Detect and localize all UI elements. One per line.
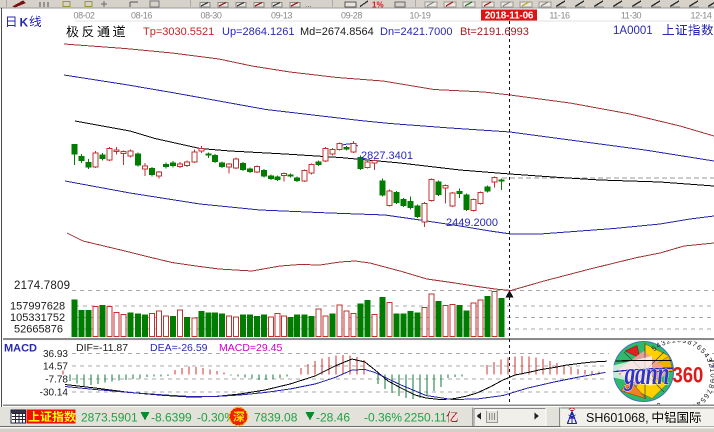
svg-text:11-16: 11-16 xyxy=(549,11,570,21)
svg-text:7: 7 xyxy=(691,339,699,349)
svg-text:8: 8 xyxy=(706,383,714,390)
svg-text:DEA=-26.59: DEA=-26.59 xyxy=(150,342,208,354)
svg-text:1: 1 xyxy=(671,335,676,344)
svg-text:2: 2 xyxy=(665,336,671,346)
svg-text:-0.30%: -0.30% xyxy=(197,411,235,425)
svg-text:-28.46: -28.46 xyxy=(316,411,350,425)
svg-text:5: 5 xyxy=(649,344,658,353)
svg-text:...: ... xyxy=(305,0,312,9)
svg-text:105331752: 105331752 xyxy=(10,312,65,324)
svg-text:1A0001: 1A0001 xyxy=(613,25,653,37)
svg-text:-7.78: -7.78 xyxy=(45,375,68,386)
svg-text:6: 6 xyxy=(702,392,712,400)
svg-text:52665876: 52665876 xyxy=(14,324,63,336)
svg-text:08-30: 08-30 xyxy=(200,11,221,21)
svg-text:6: 6 xyxy=(654,401,662,411)
svg-text:1%: 1% xyxy=(372,1,384,10)
svg-text:0: 0 xyxy=(677,335,681,344)
svg-text:MACD=29.45: MACD=29.45 xyxy=(219,342,282,354)
svg-text:8: 8 xyxy=(686,337,693,347)
svg-text:2827.3401: 2827.3401 xyxy=(361,150,413,162)
svg-text:-30.14: -30.14 xyxy=(40,388,69,399)
svg-text:14.57: 14.57 xyxy=(43,362,68,373)
svg-text:7839.08: 7839.08 xyxy=(254,411,298,425)
svg-text:Dn=2421.7000: Dn=2421.7000 xyxy=(380,26,452,38)
svg-text:2250.11: 2250.11 xyxy=(404,411,447,425)
svg-text:MACD: MACD xyxy=(4,343,37,355)
svg-text:08-02: 08-02 xyxy=(73,11,94,21)
svg-text:08-16: 08-16 xyxy=(131,11,152,21)
svg-text:2018-11-06: 2018-11-06 xyxy=(485,11,534,22)
svg-text:4: 4 xyxy=(695,399,704,409)
svg-text:10-19: 10-19 xyxy=(409,11,430,21)
svg-text:11-30: 11-30 xyxy=(621,11,642,21)
svg-text:DIF=-11.87: DIF=-11.87 xyxy=(76,342,128,354)
svg-text:-8.6399: -8.6399 xyxy=(151,411,192,425)
svg-text:9: 9 xyxy=(708,378,714,383)
svg-text:2: 2 xyxy=(707,362,714,368)
svg-text:0: 0 xyxy=(709,374,714,378)
svg-text:Up=2864.1261: Up=2864.1261 xyxy=(222,26,294,38)
svg-text:5: 5 xyxy=(699,346,708,355)
svg-text:9: 9 xyxy=(682,336,688,346)
svg-text:09-13: 09-13 xyxy=(271,11,292,21)
svg-text:09-28: 09-28 xyxy=(341,11,362,21)
svg-text:-0.36%: -0.36% xyxy=(364,411,402,425)
svg-text:2449.2000: 2449.2000 xyxy=(446,217,498,229)
svg-text:4: 4 xyxy=(702,351,712,359)
svg-text:36.93: 36.93 xyxy=(43,349,68,360)
svg-text:1: 1 xyxy=(708,368,714,373)
svg-text:Tp=3030.5521: Tp=3030.5521 xyxy=(143,26,214,38)
svg-text:3: 3 xyxy=(660,338,667,348)
svg-text:3: 3 xyxy=(690,402,698,412)
svg-text:5: 5 xyxy=(698,396,707,405)
svg-text:4: 4 xyxy=(654,340,662,350)
svg-text:gann: gann xyxy=(624,356,669,391)
svg-text:2873.5901: 2873.5901 xyxy=(81,411,138,425)
svg-text:SH601068,: SH601068, xyxy=(586,411,649,425)
svg-text:12-14: 12-14 xyxy=(690,11,711,21)
svg-text:K: K xyxy=(20,16,29,30)
svg-text:7: 7 xyxy=(704,388,714,396)
svg-text:2174.7809: 2174.7809 xyxy=(14,280,70,292)
svg-text:157997628: 157997628 xyxy=(10,301,65,313)
svg-text:Bt=2191.6993: Bt=2191.6993 xyxy=(460,26,529,38)
svg-text:3: 3 xyxy=(705,356,714,364)
svg-text:6: 6 xyxy=(695,342,704,352)
svg-text:Md=2674.8564: Md=2674.8564 xyxy=(300,26,374,38)
svg-text:360: 360 xyxy=(673,364,704,388)
